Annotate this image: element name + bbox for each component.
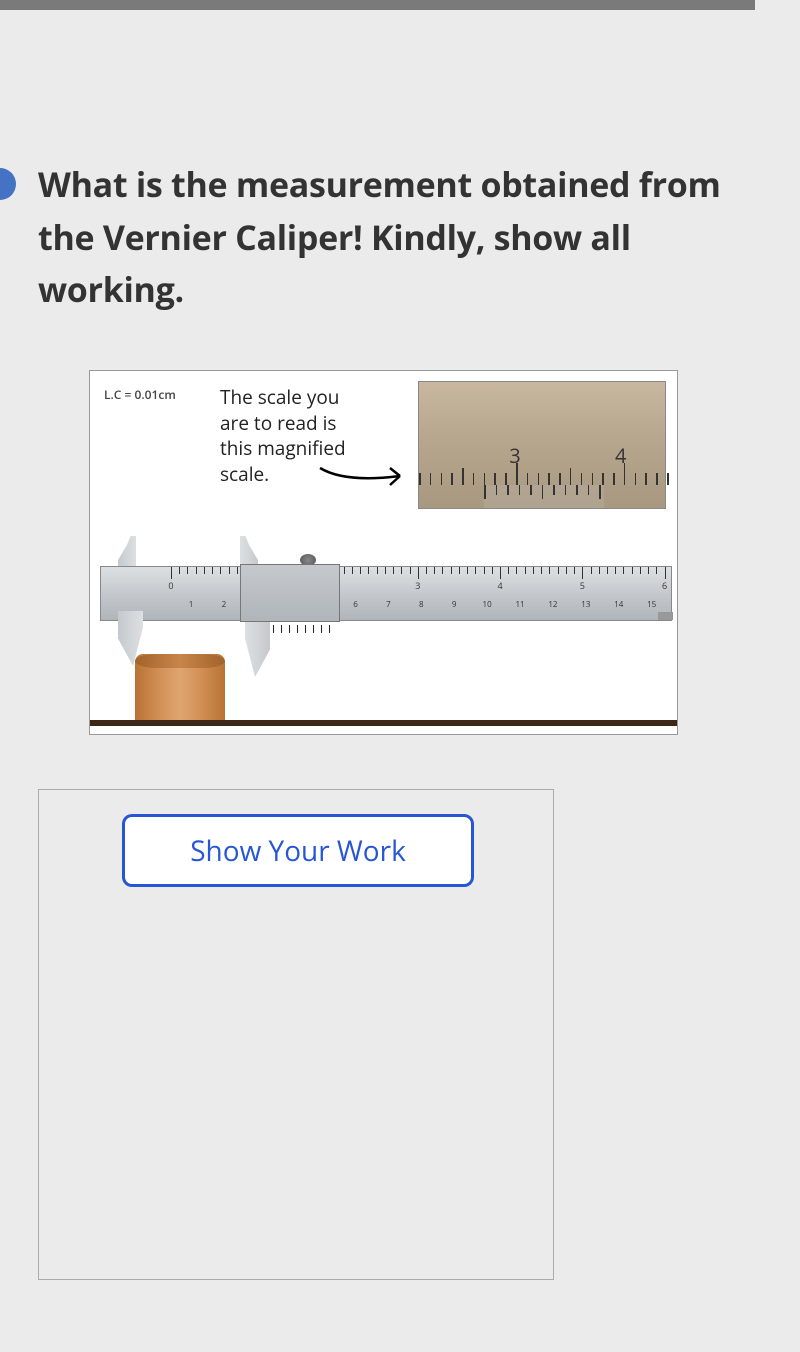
top-progress-bar — [0, 0, 755, 10]
mm-number: 13 — [581, 599, 590, 610]
least-count-label: L.C = 0.01cm — [104, 386, 176, 403]
mm-number: 10 — [483, 599, 492, 610]
mm-number: 1 — [189, 599, 194, 610]
cm-number: 3 — [415, 579, 420, 592]
mm-number: 2 — [222, 599, 227, 610]
measured-object — [135, 654, 225, 726]
question-bullet-icon — [0, 168, 16, 200]
cm-number: 5 — [580, 579, 585, 592]
mag-main-tick-area — [419, 450, 665, 485]
mag-vernier-scale — [484, 485, 604, 508]
mm-number: 14 — [614, 599, 623, 610]
sliding-jaw — [240, 536, 340, 666]
depth-rod — [658, 612, 673, 620]
caliper-main-scale: 0123456123456789101112131415 — [100, 566, 672, 621]
cm-number: 6 — [662, 579, 667, 592]
mm-number: 9 — [452, 599, 457, 610]
question-text: What is the measurement obtained from th… — [38, 158, 760, 316]
show-work-label: Show Your Work — [190, 832, 406, 870]
mm-number: 7 — [386, 599, 391, 610]
mm-number: 11 — [515, 599, 524, 610]
base-strip — [90, 720, 677, 726]
cm-number: 4 — [497, 579, 502, 592]
fixed-jaw — [100, 536, 150, 656]
question-block: What is the measurement obtained from th… — [38, 158, 760, 316]
mm-number: 6 — [353, 599, 358, 610]
arrow-icon — [315, 463, 415, 493]
vernier-diagram: L.C = 0.01cm The scale you are to read i… — [89, 370, 678, 735]
cm-number: 0 — [168, 579, 173, 592]
show-work-button[interactable]: Show Your Work — [122, 814, 474, 887]
mm-number: 8 — [419, 599, 424, 610]
magnified-scale-view: 3 4 — [418, 381, 666, 509]
caliper-body: 0123456123456789101112131415 — [90, 546, 677, 726]
mm-number: 15 — [647, 599, 656, 610]
work-panel: Show Your Work — [38, 789, 554, 1280]
mm-number: 12 — [548, 599, 557, 610]
